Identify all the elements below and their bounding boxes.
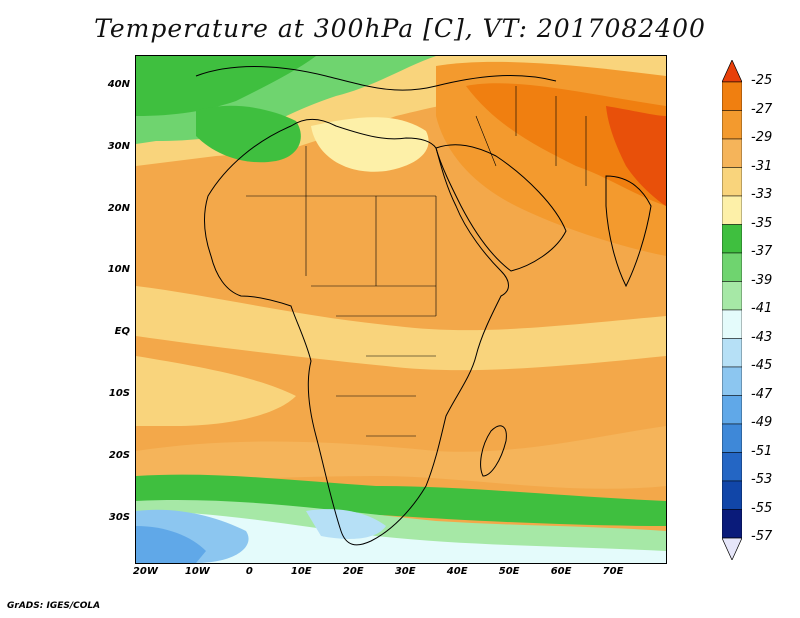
field-atlas-green [196,105,301,163]
field-gulf-pale [136,356,296,426]
colorbar-swatch [722,452,742,482]
colorbar-swatch [722,167,742,197]
chart-title: Temperature at 300hPa [C], VT: 201708240… [94,14,706,43]
lat-label: 30S [108,511,130,523]
field-south-cyan [136,511,666,563]
field-south-blue-2 [306,509,386,539]
europe-coastline [195,66,557,91]
asia-borders [475,86,587,186]
colorbar-label: -39 [751,272,773,288]
lon-label: 10W [184,566,210,577]
lon-label: 60E [550,566,572,577]
colorbar-swatch [722,224,742,254]
colorbar-swatch [722,338,742,368]
lat-label: 10N [107,264,130,276]
colorbar-label: -29 [751,130,773,145]
field-north-green-deep [136,56,316,116]
lon-label: 40E [446,566,468,577]
lat-label: 40N [107,78,130,90]
lat-label: 20N [107,202,130,214]
colorbar-label: -31 [751,158,773,174]
colorbar-swatch [722,509,742,539]
colorbar-label: -37 [751,244,773,259]
colorbar-swatch [722,309,742,339]
lon-label: 50E [498,566,520,577]
colorbar-swatch [722,81,742,111]
lon-label: 70E [602,566,624,577]
colorbar-label: -35 [751,215,773,231]
colorbar-label: -33 [751,187,773,202]
colorbar-swatch [722,395,742,425]
field-south-green [136,474,666,526]
colorbar [722,60,742,560]
africa-coastline [203,118,509,546]
colorbar-label: -41 [751,301,773,316]
lat-label: 20S [108,449,130,461]
colorbar-top-arrow [722,60,742,83]
colorbar-swatch [722,423,742,453]
lon-label: 30E [394,566,416,577]
colorbar-label: -51 [751,443,773,459]
colorbar-label: -27 [751,101,773,117]
colorbar-label: -53 [751,472,773,487]
field-south-blue-deep [136,526,206,563]
india-coastline [605,175,652,288]
colorbar-swatch [722,480,742,510]
colorbar-swatch [722,138,742,168]
lat-label: 30N [107,140,130,152]
colorbar-label: -45 [751,358,773,373]
colorbar-swatch [722,252,742,282]
field-south-mid [136,426,666,489]
field-pakistan-hot [606,106,666,206]
country-borders [246,146,437,437]
arabia-coastline [435,144,567,272]
lon-label: 20E [342,566,364,577]
field-tropical-pale [136,286,666,371]
lat-label: EQ [114,326,130,338]
colorbar-swatch [722,195,742,225]
field-libya-pale [311,117,429,172]
madagascar-coastline [480,425,507,477]
lon-label: 10E [290,566,312,577]
colorbar-swatch [722,110,742,140]
lon-label: 20W [132,566,158,577]
footer-credit: GrADS: IGES/COLA [7,601,101,611]
lat-label: 10S [108,388,130,400]
colorbar-label: -55 [751,500,773,516]
colorbar-label: -57 [751,529,773,544]
colorbar-label: -25 [751,73,773,88]
colorbar-label: -49 [751,415,773,430]
temperature-map [135,55,667,564]
map-svg [136,56,666,563]
colorbar-bottom-arrow [722,537,742,560]
colorbar-swatch [722,366,742,396]
lon-label: 0 [245,566,253,577]
colorbar-swatch [722,281,742,311]
colorbar-label: -43 [751,329,773,345]
colorbar-label: -47 [751,386,773,402]
